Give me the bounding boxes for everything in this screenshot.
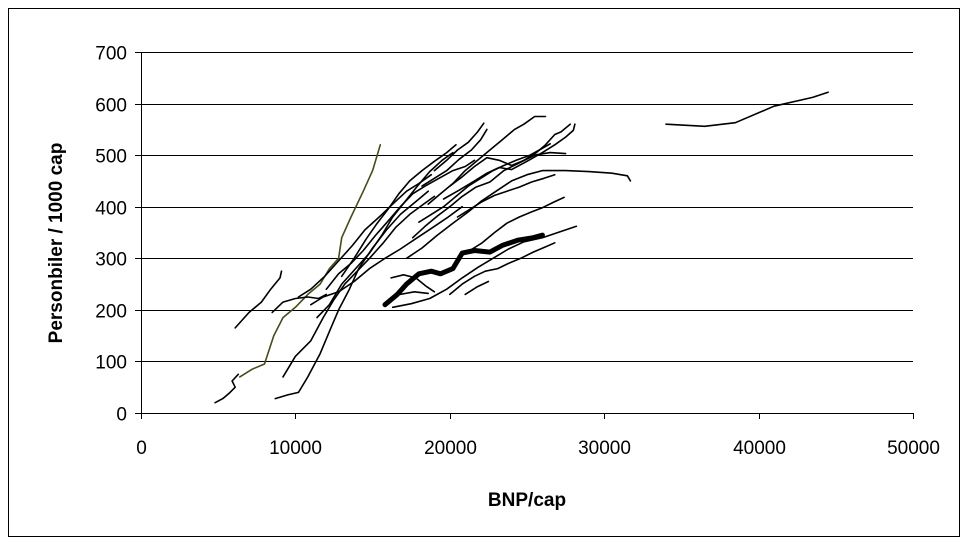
series-line-25 [456, 196, 565, 260]
series-line-19 [418, 143, 552, 223]
series-line-4 [214, 373, 240, 404]
series-line-13 [340, 144, 457, 278]
y-tick-label: 200 [95, 302, 127, 323]
y-axis-title: Personbiler / 1000 cap [46, 143, 67, 344]
x-axis-title: BNP/cap [488, 490, 566, 511]
y-tick-label: 700 [95, 44, 127, 65]
axes [135, 52, 914, 419]
y-tick-label: 0 [116, 405, 127, 426]
series-line-3 [382, 232, 545, 308]
series-line-17 [405, 169, 632, 260]
x-tick-label: 0 [136, 438, 147, 459]
series-line-10 [309, 205, 464, 306]
series-line-27 [456, 173, 556, 218]
series-line-7 [274, 190, 430, 400]
series-line-16 [399, 290, 430, 296]
series-line-21 [442, 123, 576, 200]
series-line-11 [316, 151, 454, 319]
series-line-20 [427, 115, 547, 205]
series-line-1 [665, 91, 829, 128]
tick-labels: 0 100 200 300 400 500 600 700 0 10000 20000 30000 40… [95, 44, 940, 460]
series-line-5 [234, 270, 283, 329]
series-line-9 [297, 173, 433, 298]
series-line-8 [282, 195, 436, 378]
x-tick-label: 50000 [887, 438, 940, 459]
series-line-23 [433, 122, 485, 172]
series-line-2 [239, 144, 382, 378]
y-tick-label: 600 [95, 96, 127, 117]
x-tick-label: 20000 [424, 438, 477, 459]
series-line-22 [448, 123, 572, 187]
series-line-26 [448, 242, 556, 296]
series-layer [214, 91, 829, 404]
y-tick-label: 400 [95, 199, 127, 220]
x-tick-label: 30000 [578, 438, 631, 459]
y-tick-label: 100 [95, 353, 127, 374]
y-tick-label: 500 [95, 147, 127, 168]
series-line-28 [464, 280, 490, 296]
y-tick-label: 300 [95, 250, 127, 271]
x-tick-label: 40000 [733, 438, 786, 459]
series-line-15 [391, 225, 578, 309]
series-line-6 [271, 293, 328, 314]
series-line-14 [390, 273, 436, 293]
x-tick-label: 10000 [269, 438, 322, 459]
series-line-24 [421, 128, 488, 187]
